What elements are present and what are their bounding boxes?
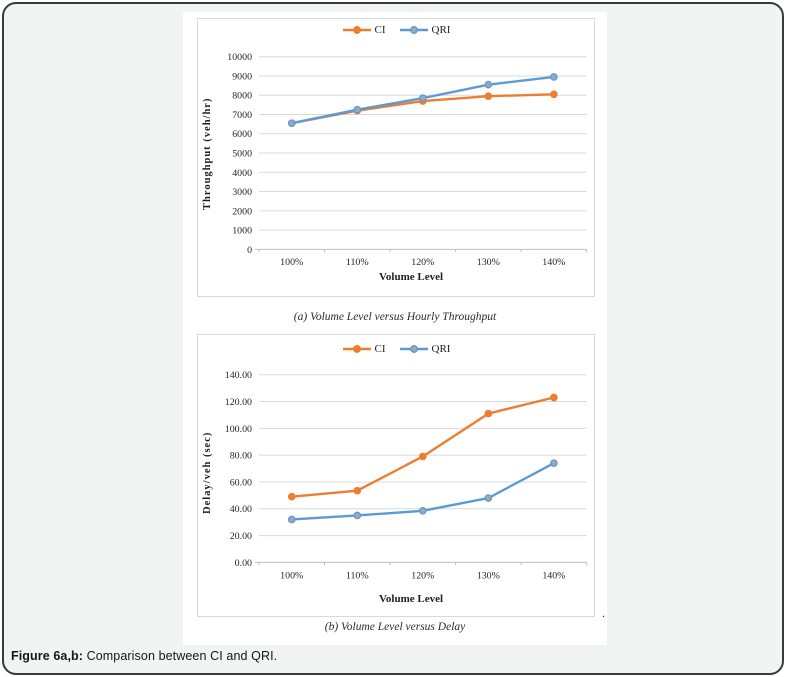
legend-item-ci: CI <box>342 343 386 355</box>
data-point-qri <box>550 459 558 468</box>
y-tick-label: 7000 <box>232 110 252 121</box>
chart-b-y-axis-title: Delay/veh (sec) <box>202 431 213 514</box>
x-tick-label: 100% <box>280 257 303 268</box>
legend-item-ci: CI <box>342 24 386 36</box>
x-tick-label: 130% <box>477 570 500 581</box>
chart-a-throughput: 0 1000 2000 3000 4000 5000 6000 7000 8000 9000 100… <box>197 18 595 297</box>
data-point-qri <box>353 105 362 114</box>
data-point-qri <box>418 94 427 102</box>
chart-b-delay: 0.00 20.00 40.00 60.00 80.00 100.00 120.00 140.… <box>197 334 595 617</box>
y-tick-label: 8000 <box>232 91 252 102</box>
legend-label: CI <box>374 24 386 36</box>
y-tick-label: 140.00 <box>225 370 252 381</box>
legend-dot <box>352 345 361 353</box>
legend-marker-icon <box>342 26 371 34</box>
legend-dot <box>409 345 418 353</box>
data-point-ci <box>287 492 296 501</box>
y-tick-label: 4000 <box>232 168 252 179</box>
legend-marker-icon <box>399 26 428 34</box>
y-tick-label: 0.00 <box>235 558 252 569</box>
y-tick-label: 6000 <box>232 129 252 140</box>
x-tick-label: 120% <box>411 257 434 268</box>
legend-marker-icon <box>342 345 371 353</box>
figure-caption-label: Figure 6a,b: <box>11 649 84 663</box>
data-point-qri <box>287 515 296 524</box>
data-point-qri <box>484 494 493 502</box>
legend-dot <box>352 26 361 34</box>
legend-item-qri: QRI <box>399 343 451 355</box>
chart-b-caption: (b) Volume Level versus Delay <box>324 621 466 633</box>
chart-a-plot: 0 1000 2000 3000 4000 5000 6000 7000 8000 9000 100… <box>227 52 588 268</box>
chart-b-plot: 0.00 20.00 40.00 60.00 80.00 100.00 120.00 140.… <box>225 370 588 581</box>
x-tick-label: 120% <box>411 570 434 581</box>
legend-label: QRI <box>431 343 451 355</box>
x-tick-label: 110% <box>346 570 369 581</box>
data-point-ci <box>418 452 427 461</box>
legend-label: CI <box>374 343 386 355</box>
data-point-qri <box>418 506 427 515</box>
figure-content-panel: 0 1000 2000 3000 4000 5000 6000 7000 8000 9000 100… <box>183 12 607 645</box>
data-point-qri <box>550 73 558 81</box>
y-tick-label: 1000 <box>232 226 252 237</box>
y-tick-label: 3000 <box>232 187 252 198</box>
y-tick-label: 120.00 <box>225 397 252 408</box>
data-point-ci <box>353 486 362 495</box>
data-point-qri <box>287 119 296 128</box>
y-tick-label: 40.00 <box>230 504 252 515</box>
y-tick-label: 5000 <box>232 149 252 160</box>
y-tick-label: 0 <box>247 245 252 256</box>
chart-a-caption: (a) Volume Level versus Hourly Throughpu… <box>293 311 497 323</box>
data-point-ci <box>550 90 558 99</box>
legend-label: QRI <box>431 24 451 36</box>
y-tick-label: 20.00 <box>230 531 252 542</box>
y-tick-label: 80.00 <box>230 451 252 462</box>
y-tick-label: 2000 <box>232 206 252 217</box>
x-tick-label: 130% <box>477 257 500 268</box>
chart-b-legend: CI QRI <box>198 343 594 355</box>
data-point-ci <box>484 409 493 418</box>
legend-dot <box>409 26 418 34</box>
data-point-ci <box>484 92 493 101</box>
legend-item-qri: QRI <box>399 24 451 36</box>
y-tick-label: 9000 <box>232 71 252 82</box>
chart-a-legend: CI QRI <box>198 24 594 36</box>
x-tick-label: 100% <box>280 570 303 581</box>
chart-b-x-axis-title: Volume Level <box>378 593 444 605</box>
data-point-qri <box>353 511 362 520</box>
chart-a-x-axis-title: Volume Level <box>378 271 444 283</box>
figure-caption-text: Comparison between CI and QRI. <box>83 649 278 663</box>
data-point-ci <box>550 393 558 402</box>
y-tick-label: 100.00 <box>225 424 252 435</box>
x-tick-label: 110% <box>346 257 369 268</box>
legend-marker-icon <box>399 345 428 353</box>
data-point-qri <box>484 80 493 89</box>
y-tick-label: 10000 <box>227 52 252 63</box>
y-tick-label: 60.00 <box>230 477 252 488</box>
figure-caption: Figure 6a,b: Comparison between CI and Q… <box>11 649 277 663</box>
x-tick-label: 140% <box>542 257 565 268</box>
chart-a-y-axis-title: Throughput (veh/hr) <box>202 97 213 211</box>
stray-period-mark: . <box>602 606 605 620</box>
x-tick-label: 140% <box>542 570 565 581</box>
